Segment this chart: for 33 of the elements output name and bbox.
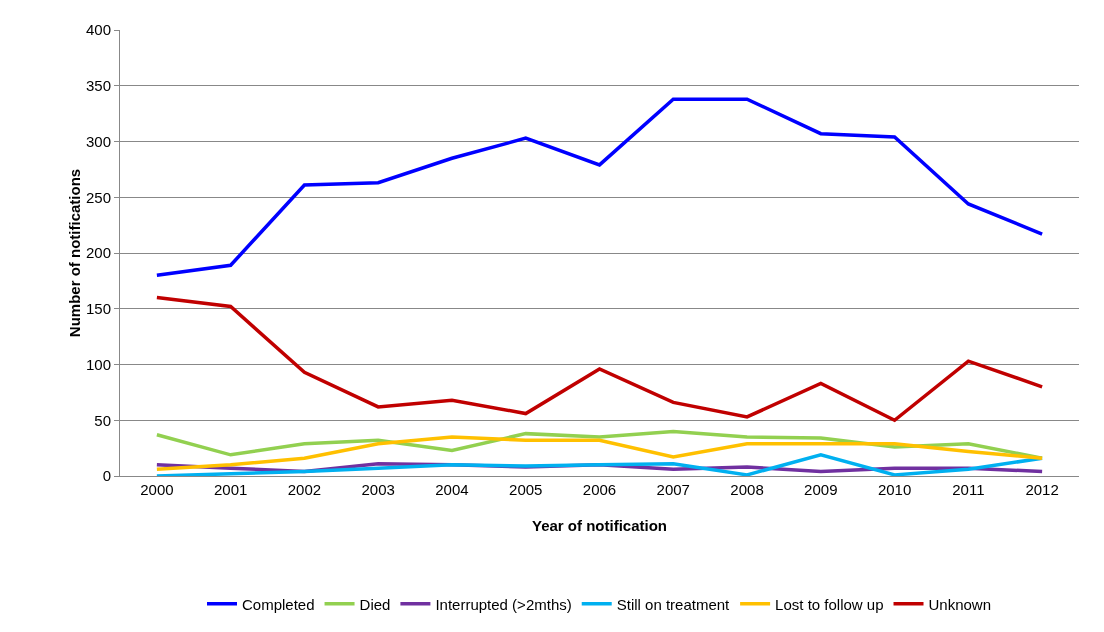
y-tick-label: 400	[85, 21, 111, 39]
line-series	[155, 295, 1044, 422]
x-tick-label: 2001	[213, 481, 248, 498]
y-tick-label: 0	[102, 467, 111, 485]
x-tick-label: 2007	[656, 481, 690, 498]
legend-label: Died	[359, 595, 391, 613]
y-tick-label: 350	[85, 77, 111, 94]
y-tick-label: 200	[85, 244, 111, 262]
x-tick-label: 2005	[509, 481, 543, 498]
x-tick-label: 2011	[952, 481, 985, 498]
x-tick-label: 2010	[877, 481, 912, 498]
x-tick-label: 2009	[804, 481, 838, 498]
x-tick-label: 2002	[287, 481, 322, 498]
x-tick-label: 2004	[435, 481, 469, 498]
x-tick-label: 2012	[1025, 481, 1059, 498]
line-series	[155, 435, 1044, 472]
legend-label: Still on treatment	[616, 595, 731, 613]
y-axis-title: Number of notifications	[66, 168, 83, 338]
x-tick-label: 2008	[730, 481, 764, 498]
legend-label: Completed	[242, 595, 315, 613]
legend-label: Interrupted (>2mths)	[435, 595, 572, 613]
x-axis-title: Year of notification	[531, 517, 668, 534]
y-tick-label: 150	[85, 300, 111, 317]
y-tick-label: 300	[85, 132, 111, 150]
y-tick-label: 100	[85, 355, 111, 373]
legend-label: Unknown	[928, 595, 992, 613]
x-tick-label: 2000	[140, 481, 174, 498]
y-tick-label: 50	[94, 411, 111, 429]
x-tick-label: 2003	[361, 481, 395, 498]
line-series	[155, 97, 1044, 278]
legend-label: Lost to follow up	[775, 595, 884, 613]
y-tick-label: 250	[85, 188, 111, 206]
x-tick-label: 2006	[582, 481, 617, 498]
